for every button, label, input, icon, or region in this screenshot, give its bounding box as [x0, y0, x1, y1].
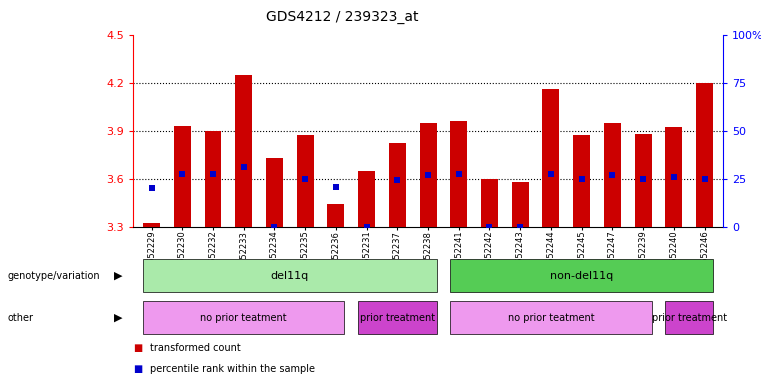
Bar [389, 143, 406, 227]
Bar [174, 126, 191, 227]
Bar [451, 121, 467, 227]
Text: other: other [8, 313, 33, 323]
Text: ■: ■ [133, 364, 142, 374]
Text: GDS4212 / 239323_at: GDS4212 / 239323_at [266, 10, 419, 23]
Text: non-del11q: non-del11q [550, 270, 613, 281]
Text: no prior teatment: no prior teatment [508, 313, 594, 323]
Bar [573, 136, 590, 227]
Text: transformed count: transformed count [150, 343, 240, 353]
Text: no prior teatment: no prior teatment [200, 313, 287, 323]
Text: ■: ■ [133, 343, 142, 353]
Text: prior treatment: prior treatment [651, 313, 727, 323]
Bar [235, 74, 252, 227]
Bar [543, 89, 559, 227]
Bar [604, 122, 621, 227]
Bar [419, 122, 437, 227]
Text: ▶: ▶ [113, 313, 123, 323]
Text: ▶: ▶ [113, 270, 123, 281]
Bar [665, 127, 683, 227]
Text: genotype/variation: genotype/variation [8, 270, 100, 281]
Text: percentile rank within the sample: percentile rank within the sample [150, 364, 315, 374]
Bar [143, 223, 160, 227]
Bar [297, 136, 314, 227]
Bar [696, 83, 713, 227]
Text: del11q: del11q [271, 270, 309, 281]
Bar [635, 134, 651, 227]
Bar [266, 158, 283, 227]
Bar [481, 179, 498, 227]
Bar [511, 182, 529, 227]
Bar [205, 131, 221, 227]
Bar [358, 170, 375, 227]
Bar [327, 204, 345, 227]
Text: prior treatment: prior treatment [360, 313, 435, 323]
